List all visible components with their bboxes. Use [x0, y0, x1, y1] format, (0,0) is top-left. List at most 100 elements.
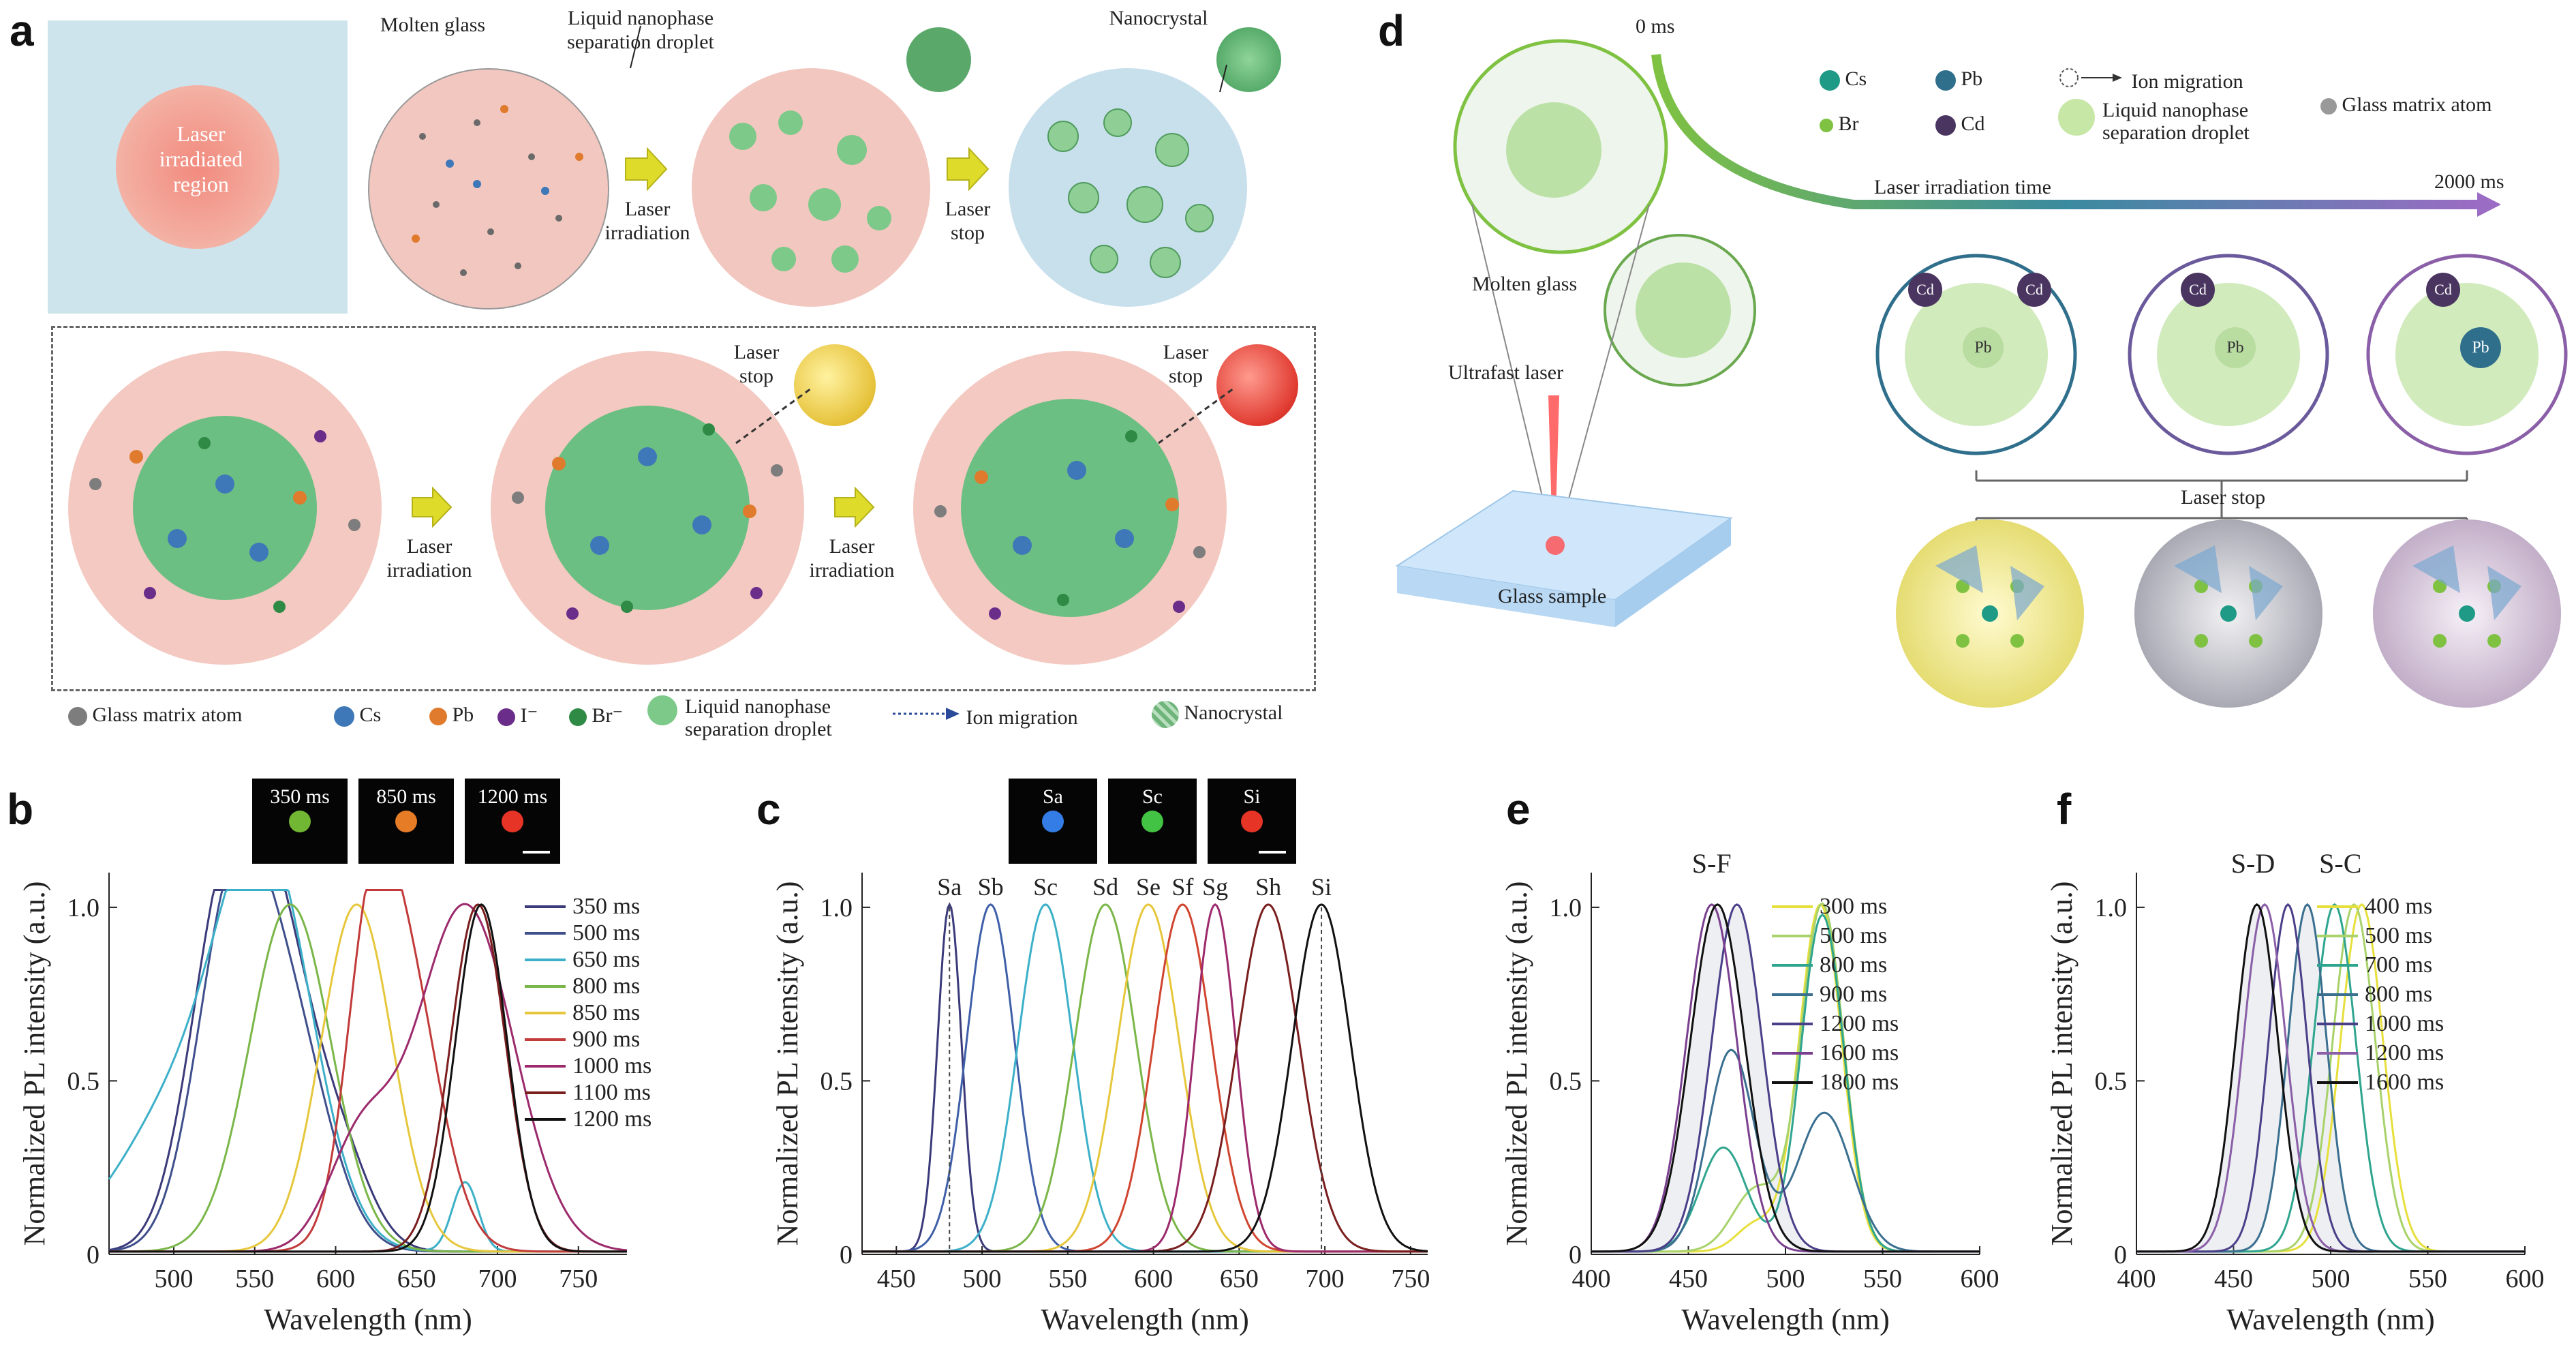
- inset-spot: [395, 811, 417, 832]
- x-tick-label: 500: [1766, 1265, 1805, 1293]
- legend-i: I⁻: [520, 704, 538, 727]
- legend-d-cs: Cs: [1845, 67, 1867, 90]
- legend-swatch-pb: [429, 708, 447, 726]
- droplet-circle: [692, 68, 930, 307]
- x-tick-label: 450: [1669, 1265, 1708, 1293]
- peak-label: Sf: [1171, 873, 1193, 901]
- x-axis-title: Wavelength (nm): [264, 1303, 472, 1336]
- y-axis-title: Normalized PL intensity (a.u.): [1500, 881, 1533, 1246]
- chart-e: 400 450 500 550 600 0 0.5 1.0 Wavelength (nm) Nor…: [1500, 848, 1999, 1336]
- y-axis-title: Normalized PL intensity (a.u.): [771, 881, 804, 1246]
- ion-migration-arrow-icon: [893, 708, 960, 720]
- shaded-area: [1591, 907, 1980, 1254]
- legend-pb: Pb: [452, 704, 474, 726]
- cd-atom: Cd: [2426, 273, 2460, 307]
- nanocrystal-zoom: [1216, 27, 1281, 92]
- series-line: [109, 903, 628, 1253]
- legend-label: 1800 ms: [1820, 1070, 1899, 1095]
- laser-irradiation-label: Laser irradiation: [604, 198, 690, 244]
- nanocrystal-circle: [1009, 68, 1247, 307]
- molten-glass-label: Molten glass: [380, 14, 486, 36]
- time-axis-label: Laser irradiation time: [1874, 176, 2051, 198]
- inset-label: 350 ms: [270, 785, 330, 808]
- panel-d-legend: Cs Pb Ion migration Glass matrix atom Br…: [1813, 65, 2562, 160]
- inset-spot: [1042, 811, 1064, 832]
- annotation-label: S-F: [1692, 848, 1732, 879]
- laser-region-label: Laser irradiated region: [159, 121, 243, 196]
- legend-label: 1200 ms: [1820, 1011, 1899, 1036]
- legend-label: 800 ms: [2365, 982, 2432, 1007]
- x-tick-label: 450: [877, 1265, 916, 1293]
- legend-d-glass: Glass matrix atom: [2342, 93, 2492, 116]
- legend-glass-matrix: Glass matrix atom: [92, 704, 243, 726]
- legend-br: Br⁻: [592, 704, 624, 727]
- y-tick-label: 1.0: [821, 894, 853, 922]
- zoom-arrows: [89, 387, 1234, 620]
- peak-label: Sc: [1033, 873, 1058, 901]
- time-end-label: 2000 ms: [2434, 170, 2504, 193]
- inset-spot: [1141, 811, 1163, 832]
- legend-label: 800 ms: [1820, 952, 1887, 978]
- legend-label: 400 ms: [2365, 894, 2432, 919]
- legend-label: 350 ms: [572, 894, 640, 919]
- ultrafast-laser-label: Ultrafast laser: [1448, 361, 1564, 384]
- series-line: [862, 903, 1428, 1253]
- peak-label: Sb: [978, 873, 1004, 901]
- x-tick-label: 550: [1863, 1265, 1902, 1293]
- red-nc-sphere: [1216, 344, 1298, 426]
- y-tick-label: 0: [87, 1241, 99, 1269]
- yellow-nc-sphere: [794, 344, 876, 426]
- zoom-laser-stop-1: Laser stop: [733, 341, 780, 387]
- zoom-dashed-box: [51, 326, 1316, 691]
- zoom-laser-irradiation-2: Laser irradiation: [809, 535, 895, 582]
- y-tick-label: 0.5: [821, 1067, 853, 1096]
- droplet-zoom: [906, 27, 971, 92]
- legend-ion-migration: Ion migration: [966, 706, 1078, 729]
- inset-label: Sc: [1142, 785, 1163, 808]
- x-axis-title: Wavelength (nm): [1681, 1303, 1890, 1336]
- legend-swatch-d-glass: [2320, 98, 2337, 115]
- x-tick-label: 400: [1572, 1265, 1611, 1293]
- x-tick-label: 600: [2506, 1265, 2545, 1293]
- series-line: [109, 903, 627, 1253]
- peak-label: Si: [1311, 873, 1332, 901]
- series-line: [2136, 903, 2525, 1253]
- zoom-circle-1: [68, 351, 382, 665]
- y-tick-label: 0.5: [2095, 1067, 2128, 1096]
- legend-swatch-br: [569, 708, 587, 727]
- x-tick-label: 500: [155, 1265, 194, 1293]
- series-line: [109, 903, 627, 1253]
- ion-migration-dashed-icon: [2059, 68, 2122, 87]
- y-tick-label: 0: [2114, 1241, 2127, 1269]
- glass-square: Laser irradiated region: [48, 20, 348, 314]
- pb-atom: Pb: [2460, 327, 2501, 368]
- y-tick-label: 0: [840, 1241, 853, 1269]
- peak-label: Sd: [1092, 873, 1118, 901]
- chart-b: 500 550 600 650 700 750 0 0.5 1.0 Wavelength (nm)…: [18, 779, 651, 1336]
- x-tick-label: 650: [1220, 1265, 1259, 1293]
- panel-letter-d: d: [1378, 6, 1405, 55]
- inset-spot: [1241, 811, 1263, 832]
- legend-d-br: Br: [1838, 112, 1859, 135]
- legend-nanocrystal: Nanocrystal: [1184, 701, 1283, 724]
- series-line: [109, 903, 627, 1253]
- chart-f: 400 450 500 550 600 0 0.5 1.0 Wavelength (nm) Nor…: [2045, 848, 2545, 1336]
- legend-cs: Cs: [359, 704, 382, 726]
- glass-sample-label: Glass sample: [1498, 585, 1607, 607]
- panel-a-droplets: [412, 25, 1227, 278]
- x-tick-label: 700: [478, 1265, 517, 1293]
- legend-label: 500 ms: [572, 920, 640, 946]
- panel-letter-f: f: [2057, 785, 2072, 834]
- series-line: [109, 903, 627, 1253]
- series-line: [1591, 903, 1980, 1253]
- y-tick-label: 1.0: [2095, 894, 2128, 922]
- zoom-laser-stop-2: Laser stop: [1163, 341, 1209, 387]
- y-tick-label: 1.0: [1550, 894, 1582, 922]
- legend-swatch-cs: [334, 706, 354, 727]
- legend-label: 500 ms: [2365, 923, 2432, 948]
- annotation-label: S-C: [2319, 848, 2361, 879]
- legend-label: 900 ms: [1820, 982, 1887, 1007]
- inset-spot: [502, 811, 523, 832]
- x-tick-label: 550: [1048, 1265, 1087, 1293]
- inset-label: Sa: [1043, 785, 1063, 808]
